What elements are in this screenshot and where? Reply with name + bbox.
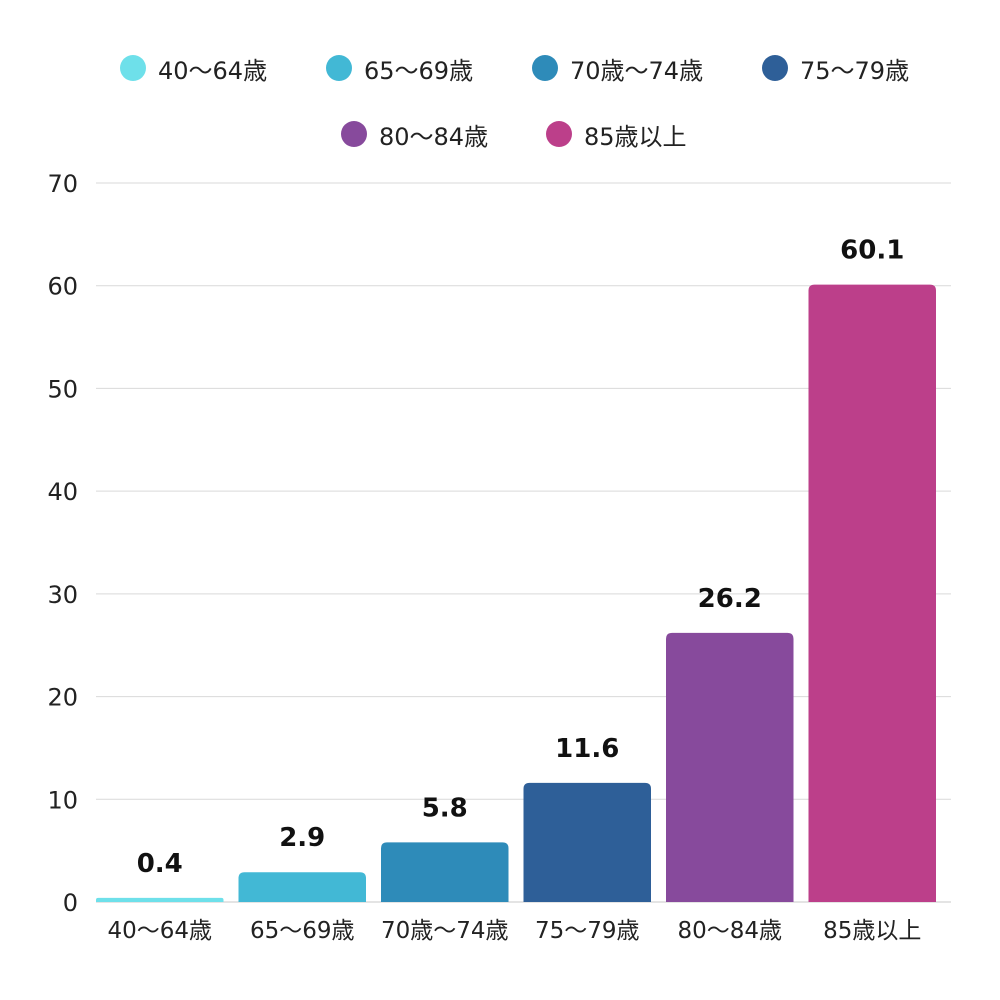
- legend-swatch-circle: [762, 55, 788, 81]
- data-label-3: 11.6: [555, 734, 619, 764]
- data-label-1: 2.9: [279, 823, 325, 853]
- legend-swatch-circle: [532, 55, 558, 81]
- bar-3[interactable]: [523, 782, 652, 902]
- legend-swatch-circle: [546, 121, 572, 147]
- y-tick-label: 20: [47, 684, 78, 712]
- legend-row-1: 40〜64歳 65〜69歳 70歳〜74歳 75〜79歳: [0, 48, 1000, 88]
- x-axis-categories: 40〜64歳 65〜69歳 70歳〜74歳 75〜79歳 80〜84歳 85歳以上: [107, 918, 921, 944]
- y-tick-label: 70: [47, 170, 78, 198]
- legend-row-2: 80〜84歳 85歳以上: [0, 114, 1000, 154]
- x-category-label-5: 85歳以上: [823, 918, 921, 944]
- x-category-label-4: 80〜84歳: [677, 918, 782, 944]
- legend-label: 70歳〜74歳: [570, 56, 704, 85]
- legend-label: 85歳以上: [584, 122, 687, 151]
- bars: [96, 284, 937, 902]
- legend-item-3[interactable]: 75〜79歳: [762, 48, 909, 88]
- legend-swatch-circle: [326, 55, 352, 81]
- data-label-4: 26.2: [698, 584, 762, 614]
- legend-swatch-circle: [120, 55, 146, 81]
- y-tick-label: 30: [47, 581, 78, 609]
- legend-item-0[interactable]: 40〜64歳: [120, 48, 267, 88]
- data-labels: 0.4 2.9 5.8 11.6 26.2 60.1: [137, 236, 905, 879]
- legend-item-1[interactable]: 65〜69歳: [326, 48, 473, 88]
- data-label-2: 5.8: [422, 793, 468, 823]
- legend-item-4[interactable]: 80〜84歳: [341, 114, 488, 154]
- bar-4[interactable]: [666, 632, 794, 902]
- legend-label: 40〜64歳: [158, 56, 268, 85]
- y-tick-label: 0: [63, 889, 78, 917]
- x-category-label-2: 70歳〜74歳: [381, 918, 509, 944]
- data-label-5: 60.1: [840, 236, 904, 266]
- data-label-0: 0.4: [137, 849, 183, 879]
- bar-1[interactable]: [238, 872, 367, 902]
- legend-item-5[interactable]: 85歳以上: [546, 114, 687, 154]
- legend-label: 80〜84歳: [379, 122, 489, 151]
- x-category-label-0: 40〜64歳: [107, 918, 212, 944]
- x-category-label-3: 75〜79歳: [535, 918, 640, 944]
- legend-swatch-circle: [341, 121, 367, 147]
- legend-label: 75〜79歳: [800, 56, 910, 85]
- y-tick-label: 40: [47, 478, 78, 506]
- bar-0[interactable]: [96, 897, 224, 902]
- y-tick-label: 50: [47, 375, 78, 403]
- bar-5[interactable]: [808, 284, 937, 902]
- x-category-label-1: 65〜69歳: [250, 918, 355, 944]
- y-axis-ticks: 0 10 20 30 40 50 60 70: [47, 170, 78, 917]
- y-tick-label: 60: [47, 273, 78, 301]
- legend-item-2[interactable]: 70歳〜74歳: [532, 48, 703, 88]
- y-tick-label: 10: [47, 786, 78, 814]
- bar-2[interactable]: [381, 842, 509, 902]
- legend-label: 65〜69歳: [364, 56, 474, 85]
